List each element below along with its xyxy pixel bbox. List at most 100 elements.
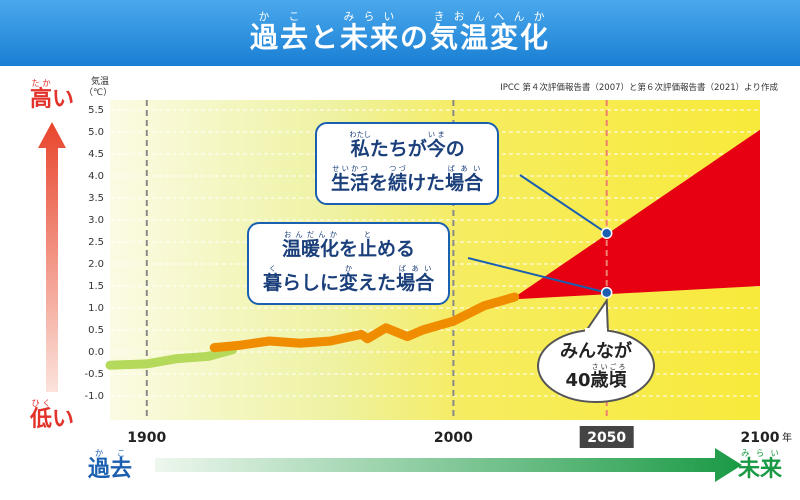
y-tick-label: 2.0 [88, 259, 104, 270]
y-tick-label: -1.0 [84, 391, 104, 402]
x-tick-label: 2100 [741, 430, 780, 446]
ruby-reading: く [263, 263, 283, 273]
ruby-base: 止 [358, 238, 378, 260]
callout: 私わたしたちが今いまの 生活せいかつを続つづけた場合ばあい [315, 122, 500, 206]
ruby-base: 過去 [88, 457, 133, 482]
callout-line: 暮くらしに変かえた場合ばあい [263, 264, 434, 298]
ruby-base: 気温変化 [430, 21, 551, 54]
ruby-reading: おんだんか [282, 230, 339, 239]
future-label: 未来みらい [738, 448, 782, 481]
ruby-reading: つづ [388, 163, 408, 173]
ruby-base: 続 [388, 171, 408, 194]
text-segment: けた [407, 171, 446, 194]
text-segment: の [400, 21, 431, 54]
text-segment: たちが [369, 138, 427, 160]
bubble-tail-cover [585, 328, 607, 336]
callout-line: 温暖化おんだんかを止とめる [263, 230, 434, 264]
ruby-text: 場合ばあい [445, 164, 484, 194]
x-tick-label: 2000 [434, 430, 473, 446]
text-segment: を [339, 238, 359, 260]
ruby-reading: みらい [738, 448, 782, 458]
title-banner [0, 0, 800, 66]
y-tick-label: 5.0 [88, 127, 104, 138]
text-segment: みんなが [560, 341, 632, 362]
highlight-tick-box [579, 426, 634, 448]
ruby-reading: せいかつ [331, 163, 370, 173]
ruby-base: 生活 [331, 171, 370, 194]
text-segment: い [52, 87, 75, 112]
text-segment: を [369, 171, 389, 194]
ruby-reading: ばあい [396, 263, 435, 273]
ruby-text: 低ひく [30, 398, 52, 432]
callout: 温暖化おんだんかを止とめる 暮くらしに変かえた場合ばあい [247, 222, 451, 306]
y-tick-label: 1.5 [88, 281, 104, 292]
ruby-reading: いま [426, 130, 446, 139]
y-axis-label: 気温 [91, 77, 110, 87]
x-tick-label: 1900 [127, 430, 166, 446]
ruby-reading: さいごろ [590, 363, 627, 372]
ruby-reading: ひく [30, 398, 53, 408]
ruby-text: 今いま [426, 130, 446, 160]
scenario-point [600, 286, 613, 299]
ruby-text: 気温変化きおんへんか [430, 10, 551, 54]
ruby-base: 暮 [263, 271, 283, 294]
ruby-base: 温暖化 [282, 238, 340, 260]
y-tick-label: 2.5 [88, 237, 104, 248]
ruby-base: 過去 [249, 21, 310, 54]
ruby-reading: きおんへんか [430, 10, 551, 23]
ruby-text: 未来みらい [339, 10, 400, 54]
y-tick-label: 1.0 [88, 303, 104, 314]
text-segment: と [309, 21, 340, 54]
scenario-point [600, 227, 613, 239]
y-tick-label: 4.0 [88, 171, 104, 182]
callout-line: 私わたしたちが今いまの [331, 130, 483, 164]
text-segment: えた [358, 271, 397, 294]
ruby-text: 私わたし [349, 130, 372, 160]
ruby-base: 私 [349, 138, 372, 160]
text-segment: める [377, 238, 416, 260]
ruby-reading: わたし [349, 130, 372, 139]
ruby-text: 温暖化おんだんか [282, 230, 340, 260]
ruby-text: 歳頃さいごろ [590, 363, 627, 392]
ruby-text: 暮く [263, 264, 283, 294]
y-tick-label: 0.0 [88, 347, 104, 358]
ruby-text: 場合ばあい [396, 264, 435, 294]
ruby-reading: みらい [339, 10, 400, 23]
low-label: 低ひくい [30, 398, 74, 431]
y-tick-label: -0.5 [84, 369, 104, 380]
y-axis-label: （℃） [84, 88, 113, 98]
ruby-text: 止と [358, 230, 378, 260]
ruby-text: 過去かこ [88, 448, 133, 482]
y-tick-label: 4.5 [88, 149, 104, 160]
bubble-line: 40歳頃さいごろ [546, 363, 646, 392]
y-tick-label: 3.5 [88, 193, 104, 204]
ruby-base: 歳頃 [590, 370, 627, 392]
x-tick-label: 2050 [587, 430, 626, 446]
ruby-base: 場合 [445, 171, 484, 194]
source-note: IPCC 第４次評価報告書（2007）と第６次評価報告書（2021）より作成 [500, 83, 778, 93]
ruby-reading: と [358, 230, 378, 239]
ruby-reading: ばあい [445, 163, 484, 173]
ruby-base: 高 [30, 87, 53, 112]
series-line [105, 345, 238, 370]
high-label: 高たかい [30, 78, 74, 111]
callout-line: 生活せいかつを続つづけた場合ばあい [331, 164, 483, 198]
text-segment: い [52, 407, 75, 432]
ruby-text: 変か [339, 264, 359, 294]
text-segment: の [445, 138, 465, 160]
leader-line [519, 174, 608, 235]
ruby-reading: かこ [249, 10, 310, 23]
ruby-base: 今 [426, 138, 446, 160]
text-segment: 40 [565, 370, 591, 392]
ruby-base: 未来 [339, 21, 400, 54]
ruby-base: 変 [339, 271, 359, 294]
scenario-range [514, 129, 760, 300]
leader-line [467, 257, 607, 294]
chart-title: 過去かこと未来みらいの気温変化きおんへんか [0, 10, 800, 52]
series-line [209, 292, 520, 353]
ruby-reading: か [339, 263, 359, 273]
past-label: 過去かこ [88, 448, 132, 481]
y-tick-label: 5.5 [88, 105, 104, 116]
ruby-base: 場合 [396, 271, 435, 294]
